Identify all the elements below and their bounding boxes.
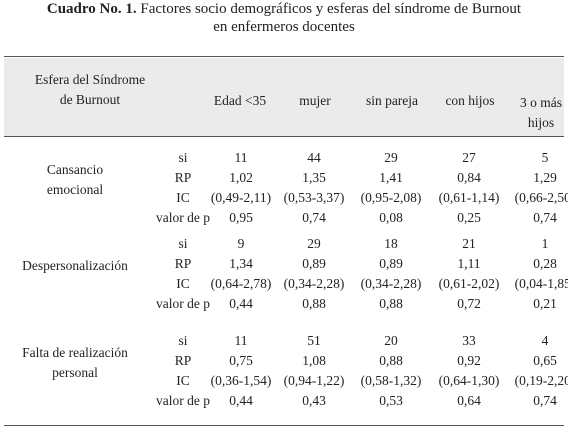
group-label-line: personal: [52, 365, 98, 380]
header-col-3-line1: 3 o más: [520, 95, 562, 110]
stat-label: valor de p: [156, 296, 210, 311]
table-cell: 0,25: [457, 210, 481, 225]
bottom-rule: [4, 425, 564, 426]
table-cell: 0,75: [229, 353, 253, 368]
table-cell: (0,95-2,08): [360, 190, 422, 205]
table-cell: 0,64: [457, 393, 481, 408]
header-col-3-line2: hijos: [527, 115, 555, 130]
caption-line-2: en enfermeros docentes: [213, 19, 355, 35]
header-col-sin-pareja: sin pareja: [365, 93, 419, 108]
table-cell: 11: [234, 333, 248, 348]
table-cell: 0,89: [379, 256, 403, 271]
header-band: [4, 58, 564, 136]
table-cell: 51: [307, 333, 321, 348]
stat-label: IC: [176, 276, 190, 291]
table-cell: (0,49-2,11): [210, 190, 272, 205]
table-cell: 0,44: [229, 393, 253, 408]
table-cell: 0,28: [533, 256, 557, 271]
table-cell: 0,88: [379, 296, 403, 311]
table-cell: 0,88: [302, 296, 326, 311]
table-cell: 1,29: [533, 170, 557, 185]
table-cell: 1,35: [302, 170, 326, 185]
stat-label: valor de p: [156, 210, 210, 225]
table-cell: 29: [384, 150, 398, 165]
table-cell: (0,36-1,54): [210, 373, 272, 388]
table-cell: 18: [384, 236, 398, 251]
table-cell: 1,11: [457, 256, 481, 271]
group-label-line: Despersonalización: [22, 258, 128, 273]
caption-line-1: Cuadro No. 1. Factores socio demográfico…: [0, 0, 568, 18]
table-cell: (0,04-1,85): [514, 276, 568, 291]
table-cell: (0,19-2,20): [514, 373, 568, 388]
stat-label: RP: [174, 170, 192, 185]
table-cell: (0,61-1,14): [438, 190, 500, 205]
table-caption: Cuadro No. 1. Factores socio demográfico…: [0, 0, 568, 36]
stat-label: RP: [174, 353, 192, 368]
table-cell: (0,34-2,28): [360, 276, 422, 291]
table-cell: 0,65: [533, 353, 557, 368]
table-cell: (0,66-2,50): [514, 190, 568, 205]
table-cell: 0,74: [533, 393, 557, 408]
header-col-con-hijos: con hijos: [445, 93, 495, 108]
table-cell: 0,95: [229, 210, 253, 225]
table-cell: 27: [462, 150, 476, 165]
group-label-line: Falta de realización: [22, 345, 128, 360]
table-cell: 9: [237, 236, 245, 251]
stat-label: IC: [176, 373, 190, 388]
table-cell: 11: [234, 150, 248, 165]
group-label: Falta de realización personal: [5, 343, 145, 383]
table-cell: 0,08: [379, 210, 403, 225]
table-cell: (0,64-1,30): [438, 373, 500, 388]
group-label: Cansancio emocional: [5, 160, 145, 200]
header-col-mujer: mujer: [299, 93, 331, 108]
table-cell: 1,41: [379, 170, 403, 185]
table-cell: 20: [384, 333, 398, 348]
table-cell: 0,84: [457, 170, 481, 185]
header-col-3-o-mas-hijos: 3 o más hijos: [506, 93, 568, 133]
table-cell: 4: [541, 333, 549, 348]
stat-label: si: [178, 333, 188, 348]
table-cell: 1,34: [229, 256, 253, 271]
header-row-label: Esfera del Síndrome de Burnout: [20, 70, 160, 110]
table-cell: 0,88: [379, 353, 403, 368]
stat-label: IC: [176, 190, 190, 205]
group-label: Despersonalización: [5, 256, 145, 276]
table-cell: 0,72: [457, 296, 481, 311]
table-cell: 1,02: [229, 170, 253, 185]
table-cell: 0,89: [302, 256, 326, 271]
header-col-edad: Edad <35: [213, 93, 267, 108]
table-cell: 1: [541, 236, 549, 251]
table-cell: (0,61-2,02): [438, 276, 500, 291]
table-cell: 44: [307, 150, 321, 165]
header-row-label-line2: de Burnout: [59, 92, 121, 107]
table-cell: 29: [307, 236, 321, 251]
table-cell: (0,53-3,37): [283, 190, 345, 205]
stat-label: si: [178, 236, 188, 251]
table-cell: 0,92: [457, 353, 481, 368]
table-cell: (0,94-1,22): [283, 373, 345, 388]
table-cell: 0,44: [229, 296, 253, 311]
table-cell: 0,53: [379, 393, 403, 408]
table-cell: 33: [462, 333, 476, 348]
stat-label: si: [178, 150, 188, 165]
group-label-line: emocional: [46, 182, 104, 197]
table-cell: 0,74: [302, 210, 326, 225]
stat-label: RP: [174, 256, 192, 271]
table-cell: 0,21: [533, 296, 557, 311]
table-cell: (0,64-2,78): [210, 276, 272, 291]
stat-label: valor de p: [156, 393, 210, 408]
header-row-label-line1: Esfera del Síndrome: [34, 72, 146, 87]
table-cell: 21: [462, 236, 476, 251]
table-cell: 1,08: [302, 353, 326, 368]
caption-title: Factores socio demográficos y esferas de…: [140, 1, 522, 17]
table-cell: (0,58-1,32): [360, 373, 422, 388]
table-cell: 0,43: [302, 393, 326, 408]
table-cell: 0,74: [533, 210, 557, 225]
table-cell: 5: [541, 150, 549, 165]
group-label-line: Cansancio: [46, 162, 104, 177]
table-cell: (0,34-2,28): [283, 276, 345, 291]
top-rule: [4, 56, 564, 57]
header-rule: [4, 136, 564, 137]
caption-number: Cuadro No. 1.: [46, 1, 137, 17]
